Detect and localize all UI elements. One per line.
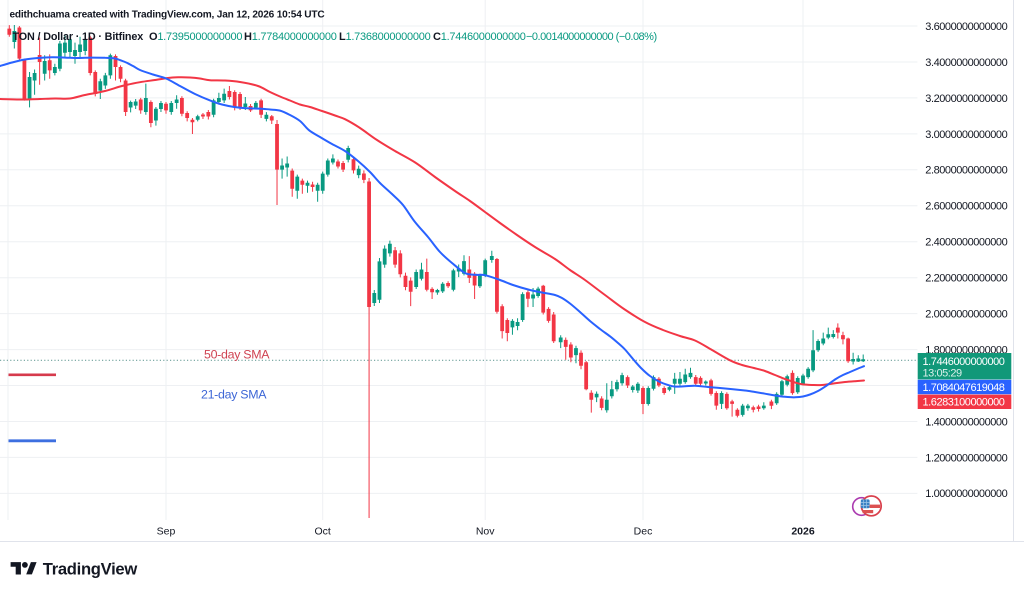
svg-text:1.4000000000000: 1.4000000000000: [925, 416, 1007, 428]
svg-text:2026: 2026: [791, 526, 815, 538]
svg-text:TradingView: TradingView: [43, 560, 138, 579]
svg-text:1.7446000000000: 1.7446000000000: [923, 356, 1005, 368]
svg-text:Nov: Nov: [476, 526, 495, 538]
svg-text:2.2000000000000: 2.2000000000000: [925, 273, 1007, 285]
svg-text:21-day SMA: 21-day SMA: [201, 387, 267, 401]
svg-text:edithchuama created with Tradi: edithchuama created with TradingView.com…: [10, 10, 326, 21]
svg-text:Oct: Oct: [315, 526, 331, 538]
svg-text:1.7084047619048: 1.7084047619048: [923, 382, 1005, 394]
svg-text:2.6000000000000: 2.6000000000000: [925, 201, 1007, 213]
svg-text:1.2000000000000: 1.2000000000000: [925, 452, 1007, 464]
svg-text:1.0000000000000: 1.0000000000000: [925, 488, 1007, 500]
svg-text:3.2000000000000: 3.2000000000000: [925, 93, 1007, 105]
svg-text:2.4000000000000: 2.4000000000000: [925, 237, 1007, 249]
svg-text:O1.7395000000000: O1.7395000000000: [149, 31, 242, 43]
svg-text:13:05:29: 13:05:29: [923, 368, 963, 380]
svg-text:C1.7446000000000: C1.7446000000000: [433, 31, 526, 43]
svg-text:3.4000000000000: 3.4000000000000: [925, 57, 1007, 69]
svg-text:L1.7368000000000: L1.7368000000000: [339, 31, 431, 43]
svg-text:Sep: Sep: [157, 526, 176, 538]
svg-text:H1.7784000000000: H1.7784000000000: [244, 31, 337, 43]
svg-text:−0.0014000000000 (−0.08%): −0.0014000000000 (−0.08%): [526, 31, 657, 43]
svg-text:2.8000000000000: 2.8000000000000: [925, 165, 1007, 177]
svg-text:Dec: Dec: [634, 526, 653, 538]
svg-text:TON / Dollar · 1D · Bitfinex: TON / Dollar · 1D · Bitfinex: [13, 31, 144, 43]
svg-text:50-day SMA: 50-day SMA: [204, 347, 270, 361]
svg-text:1.6283100000000: 1.6283100000000: [923, 397, 1005, 409]
svg-text:3.6000000000000: 3.6000000000000: [925, 21, 1007, 33]
svg-text:2.0000000000000: 2.0000000000000: [925, 309, 1007, 321]
svg-text:3.0000000000000: 3.0000000000000: [925, 129, 1007, 141]
